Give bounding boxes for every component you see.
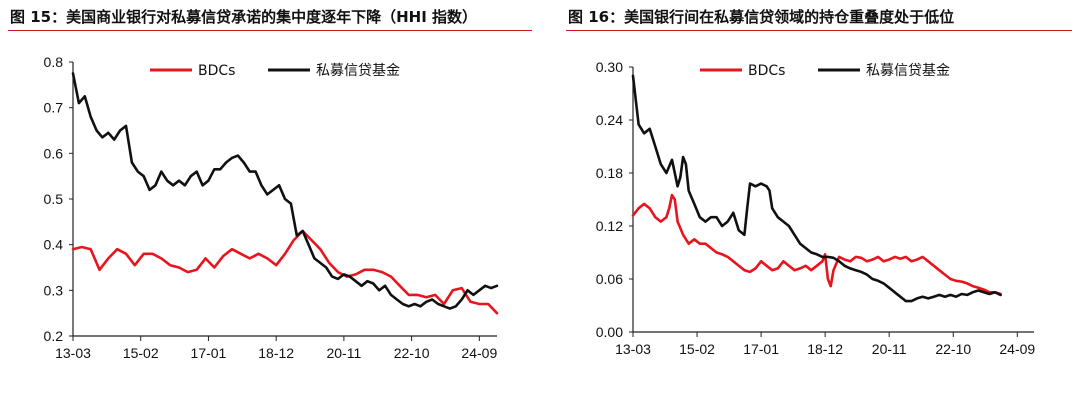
x-tick-label: 15-02 <box>123 345 159 361</box>
legend-label: BDCs <box>748 63 785 79</box>
y-tick-label: 0.3 <box>44 282 64 298</box>
figure-15-panel: 图 15：美国商业银行对私募信贷承诺的集中度逐年下降（HHI 指数） 0.8 0.… <box>0 0 538 406</box>
x-tick-label: 17-01 <box>191 345 227 361</box>
legend-label: 私募信贷基金 <box>866 62 950 79</box>
y-tick-label: 0.5 <box>44 191 64 207</box>
y-tick-label: 0.8 <box>44 54 64 70</box>
chart-legend: BDCs 私募信贷基金 <box>700 62 950 79</box>
figure-16-title: 图 16：美国银行间在私募信贷领域的持仓重叠度处于低位 <box>568 8 955 26</box>
y-tick-label: 0.12 <box>596 218 623 234</box>
y-tick-label: 0.7 <box>44 100 64 116</box>
y-tick-label: 0.4 <box>44 237 64 253</box>
y-tick-label: 0.30 <box>596 59 623 75</box>
figure-16-panel: 图 16：美国银行间在私募信贷领域的持仓重叠度处于低位 0.30 0.24 0.18… <box>558 0 1078 406</box>
chart-legend: BDCs 私募信贷基金 <box>150 62 400 79</box>
x-tick-label: 24-09 <box>999 341 1035 357</box>
x-tick-label: 15-02 <box>679 341 715 357</box>
series-line-private-credit-funds <box>631 74 1002 303</box>
y-tick-label: 0.00 <box>596 324 623 340</box>
x-tick-label: 13-03 <box>55 345 91 361</box>
x-tick-label: 22-10 <box>935 341 971 357</box>
y-tick-label: 0.06 <box>596 271 623 287</box>
x-tick-label: 18-12 <box>258 345 294 361</box>
x-tick-label: 20-11 <box>326 345 361 361</box>
series-line-private-credit-funds <box>71 72 499 310</box>
figure-16-title-rule <box>566 30 1072 31</box>
series-line-bdcs <box>631 193 1002 296</box>
y-tick-label: 0.18 <box>596 165 623 181</box>
legend-label: BDCs <box>198 63 235 79</box>
x-tick-label: 17-01 <box>743 341 779 357</box>
x-tick-label: 18-12 <box>807 341 843 357</box>
y-tick-label: 0.6 <box>44 145 64 161</box>
figure-15-line-chart: 0.8 0.7 0.6 0.5 0.4 0.3 0.213-03 15-02 17-01 18-1… <box>44 54 499 361</box>
y-tick-label: 0.24 <box>596 112 623 128</box>
legend-label: 私募信贷基金 <box>316 62 400 79</box>
x-tick-label: 20-11 <box>872 341 907 357</box>
figure-15-title: 图 15：美国商业银行对私募信贷承诺的集中度逐年下降（HHI 指数） <box>10 8 478 26</box>
x-tick-label: 22-10 <box>394 345 430 361</box>
x-tick-label: 13-03 <box>615 341 651 357</box>
series-line-bdcs <box>71 229 499 315</box>
figure-15-title-rule <box>8 30 532 31</box>
y-tick-label: 0.2 <box>44 328 64 344</box>
x-tick-label: 24-09 <box>461 345 497 361</box>
